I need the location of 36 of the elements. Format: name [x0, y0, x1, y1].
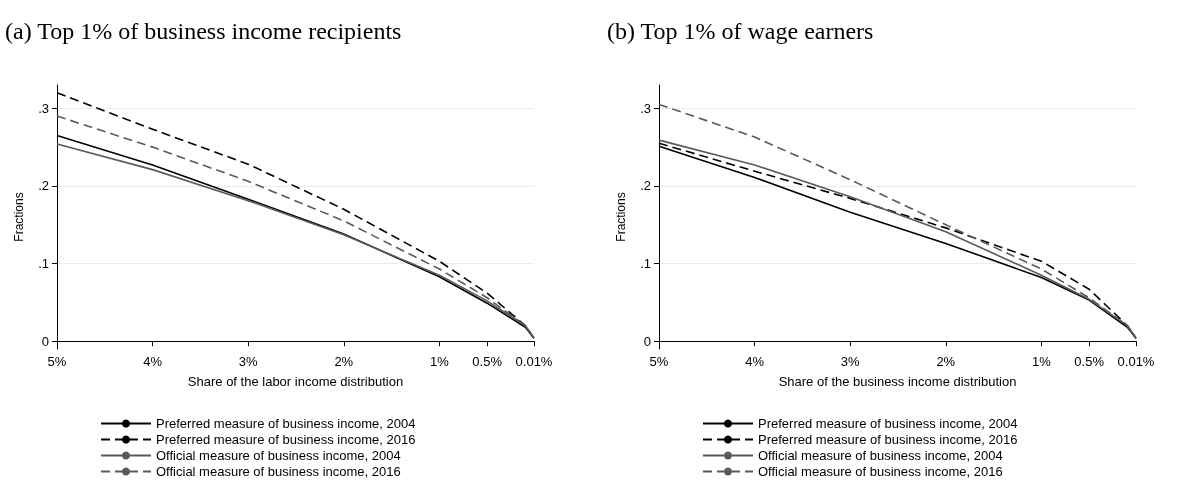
- x-tick-label: 3%: [840, 354, 861, 369]
- y-tick-label: .3: [640, 100, 651, 116]
- legend-label: Preferred measure of business income, 2004: [156, 416, 416, 431]
- x-tick-label: 0.01%: [515, 354, 553, 369]
- x-tick-label: 2%: [936, 354, 956, 369]
- legend-label: Official measure of business income, 2004: [758, 448, 1003, 463]
- y-tick-label: .1: [38, 256, 49, 272]
- y-axis-title: Fractions: [12, 192, 26, 242]
- x-tick-label: 3%: [238, 354, 259, 369]
- y-tick-label: .3: [38, 100, 49, 116]
- x-tick-label: 1%: [429, 354, 450, 369]
- legend-label: Official measure of business income, 2004: [156, 448, 401, 463]
- y-tick-label: .2: [640, 178, 651, 194]
- x-tick-label: 0.5%: [472, 354, 503, 369]
- x-tick-label: 2%: [334, 354, 354, 369]
- x-tick-label: 0.01%: [1117, 354, 1155, 369]
- legend-label: Official measure of business income, 2016: [156, 464, 401, 479]
- legend-label: Preferred measure of business income, 2016: [156, 432, 416, 447]
- x-axis-title: Share of the labor income distribution: [187, 374, 404, 389]
- x-axis-title: Share of the business income distribution: [778, 374, 1017, 389]
- x-tick-label: 4%: [745, 354, 765, 369]
- y-tick-label: 0: [41, 333, 49, 349]
- y-tick-label: 0: [643, 333, 651, 349]
- y-axis-title: Fractions: [614, 192, 628, 242]
- x-tick-label: 1%: [1031, 354, 1052, 369]
- y-tick-label: .2: [38, 178, 49, 194]
- legend-label: Preferred measure of business income, 2016: [758, 432, 1018, 447]
- chart-title: (a) Top 1% of business income recipients: [5, 18, 402, 44]
- x-tick-label: 5%: [649, 354, 669, 369]
- x-tick-label: 0.5%: [1074, 354, 1105, 369]
- legend-label: Official measure of business income, 2016: [758, 464, 1003, 479]
- x-tick-label: 5%: [47, 354, 67, 369]
- x-tick-label: 4%: [143, 354, 163, 369]
- y-tick-label: .1: [640, 256, 651, 272]
- legend-label: Preferred measure of business income, 2004: [758, 416, 1018, 431]
- chart-title: (b) Top 1% of wage earners: [607, 18, 874, 44]
